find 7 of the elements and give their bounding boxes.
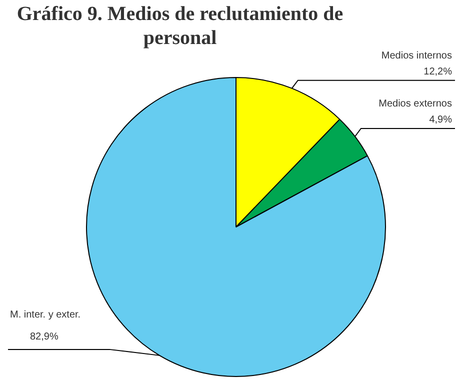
slice-label: M. inter. y exter.	[10, 309, 81, 320]
slice-label: Medios externos	[378, 98, 452, 110]
chart-title: Gráfico 9. Medios de reclutamiento de personal	[16, 2, 344, 50]
data-label: 12,2%	[424, 66, 452, 78]
data-label: 82,9%	[30, 331, 58, 342]
slice-label: Medios internos	[381, 50, 452, 62]
data-label: 4,9%	[429, 114, 452, 126]
